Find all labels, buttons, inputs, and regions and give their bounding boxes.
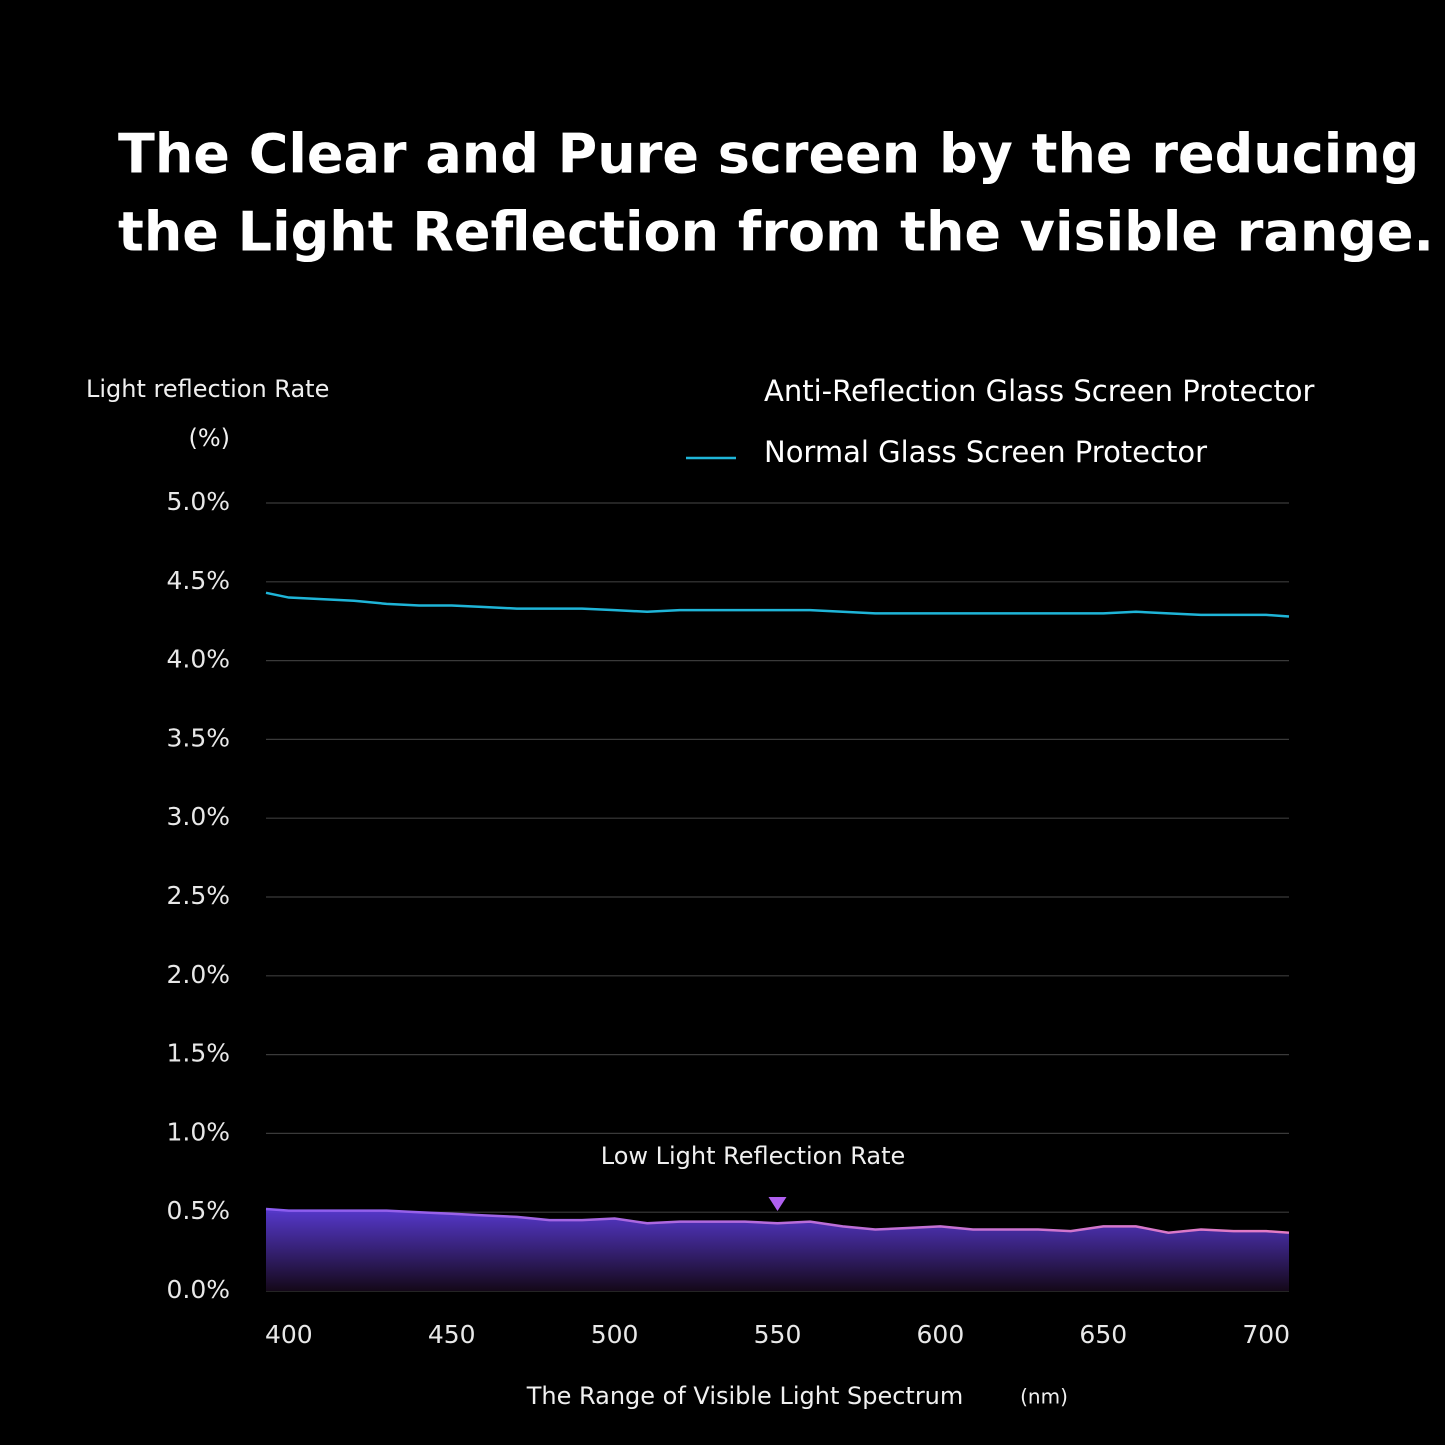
y-tick-label: 1.5%	[166, 1039, 230, 1068]
x-tick-label: 600	[917, 1320, 965, 1349]
y-tick-label: 3.5%	[166, 723, 230, 752]
y-tick-label: 1.0%	[166, 1117, 230, 1146]
y-tick-label: 2.5%	[166, 881, 230, 910]
area	[266, 1209, 1289, 1291]
x-tick-label: 700	[1242, 1320, 1290, 1349]
annotation-marker	[768, 1197, 787, 1211]
y-tick-label: 4.5%	[166, 566, 230, 595]
y-axis-unit: (%)	[188, 424, 230, 452]
x-axis-unit: (nm)	[1020, 1385, 1068, 1409]
legend-label: Anti-Reflection Glass Screen Protector	[764, 374, 1315, 408]
y-axis-title: Light reflection Rate	[86, 375, 329, 403]
series-line	[265, 1207, 1290, 1234]
x-tick-label: 650	[1079, 1320, 1127, 1349]
x-axis-title: The Range of Visible Light Spectrum	[526, 1382, 964, 1410]
y-tick-label: 2.0%	[166, 960, 230, 989]
y-tick-label: 4.0%	[166, 645, 230, 674]
series-line	[265, 591, 1290, 618]
annotation: Low Light Reflection Rate	[601, 1142, 906, 1170]
x-tick-label: 450	[428, 1320, 476, 1349]
y-tick-label: 0.5%	[166, 1196, 230, 1225]
x-tick-label: 400	[265, 1320, 313, 1349]
x-tick-label: 500	[591, 1320, 639, 1349]
y-tick-label: 0.0%	[166, 1275, 230, 1304]
legend-label: Normal Glass Screen Protector	[764, 435, 1207, 469]
x-tick-label: 550	[754, 1320, 802, 1349]
chart-title: The Clear and Pure screen by the reducin…	[118, 123, 1419, 186]
chart-title: the Light Reflection from the visible ra…	[118, 201, 1434, 264]
y-tick-label: 5.0%	[166, 487, 230, 516]
y-tick-label: 3.0%	[166, 802, 230, 831]
